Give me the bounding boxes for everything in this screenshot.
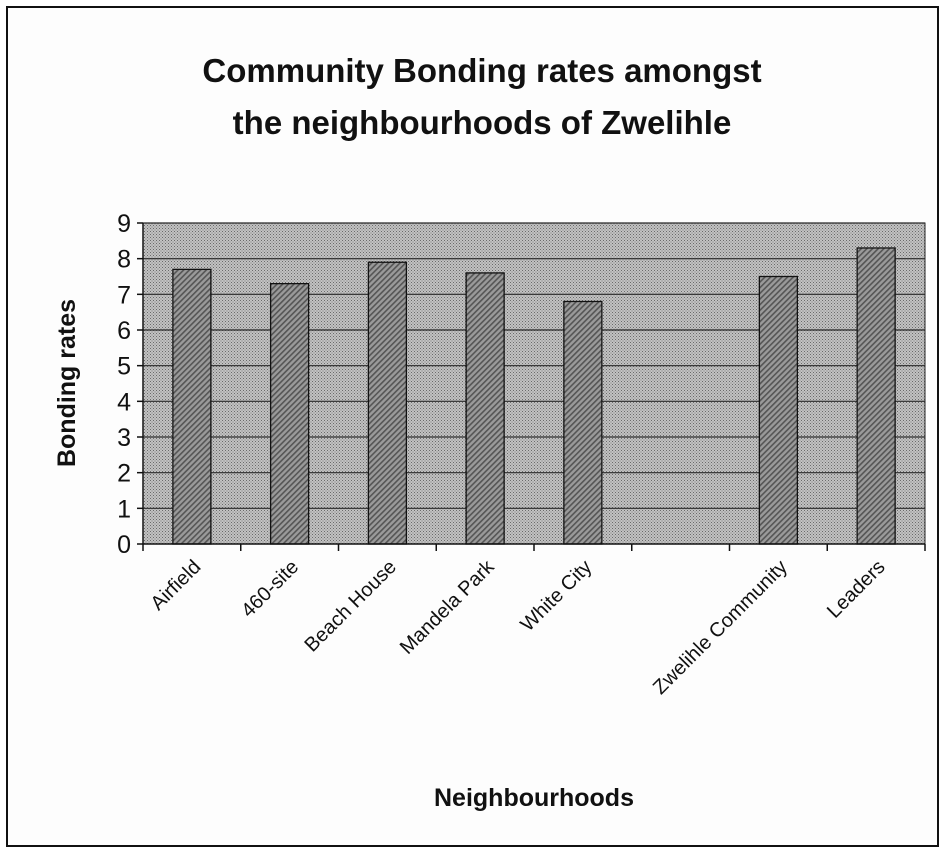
- bar: [758, 275, 799, 545]
- y-tick-label: 2: [117, 460, 131, 488]
- chart-title-line-1: Community Bonding rates amongst: [202, 52, 761, 89]
- y-tick-label: 9: [117, 210, 131, 238]
- bar: [465, 272, 505, 545]
- bar: [563, 300, 603, 545]
- x-axis-title: Neighbourhoods: [434, 784, 634, 812]
- y-tick-label: 0: [117, 531, 131, 559]
- y-tick-label: 3: [117, 424, 131, 452]
- x-tick-label: Zwelihle Community: [649, 556, 792, 699]
- x-tick-label: Beach House: [300, 556, 400, 656]
- y-tick-labels: 0 1 2 3 4 5 6 7 8 9: [117, 210, 131, 559]
- bars: [172, 247, 896, 545]
- y-tick-label: 8: [117, 246, 131, 274]
- bar: [269, 282, 310, 545]
- x-tick-label: Airfield: [147, 556, 206, 615]
- x-tick-label: Leaders: [823, 556, 890, 623]
- bar: [367, 261, 408, 545]
- x-tick-label: Mandela Park: [396, 555, 500, 659]
- plot-area: [142, 222, 926, 545]
- bar: [856, 247, 896, 545]
- bar: [172, 268, 212, 545]
- x-tick-label: White City: [516, 556, 596, 636]
- y-tick-label: 1: [117, 495, 131, 523]
- y-tick-label: 4: [117, 388, 131, 416]
- y-tick-label: 5: [117, 353, 131, 381]
- axes: [137, 222, 926, 551]
- x-tick-label: 460-site: [237, 556, 303, 622]
- chart-title-line-2: the neighbourhoods of Zwelihle: [233, 104, 732, 141]
- y-tick-label: 7: [117, 281, 131, 309]
- y-tick-label: 6: [117, 317, 131, 345]
- y-axis-title: Bonding rates: [53, 299, 81, 467]
